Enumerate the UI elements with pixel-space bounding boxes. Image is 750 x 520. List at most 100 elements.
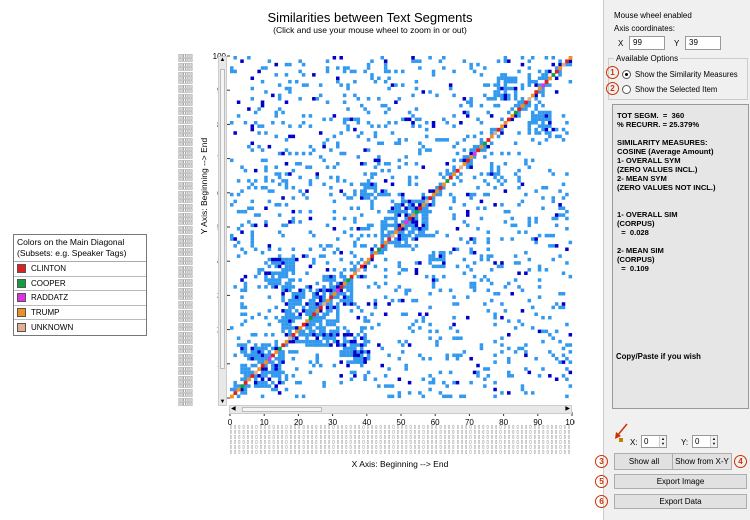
matrix-cell bbox=[353, 343, 357, 347]
matrix-cell bbox=[322, 144, 326, 149]
matrix-cell bbox=[366, 192, 371, 197]
matrix-cell bbox=[554, 356, 559, 361]
segment-label: ▯▯▯▯▯▯ bbox=[464, 424, 469, 454]
matrix-cell bbox=[329, 185, 333, 190]
matrix-cell bbox=[414, 216, 419, 221]
matrix-cell bbox=[496, 79, 501, 84]
matrix-cell bbox=[312, 257, 316, 262]
segment-label: ▯▯▯▯▯▯▯▯ bbox=[178, 198, 193, 204]
horizontal-scroll-thumb[interactable] bbox=[242, 407, 322, 412]
y-coord-field[interactable]: 39 bbox=[685, 36, 721, 50]
matrix-cell bbox=[568, 360, 573, 364]
diagonal-cell bbox=[500, 124, 504, 129]
matrix-cell bbox=[257, 360, 261, 364]
matrix-cell bbox=[312, 148, 316, 152]
scroll-right-icon[interactable]: ▶ bbox=[565, 406, 570, 412]
matrix-cell bbox=[397, 165, 402, 169]
matrix-cell bbox=[503, 179, 508, 183]
segment-label: ▯▯▯▯▯▯ bbox=[306, 424, 311, 454]
segment-label: ▯▯▯▯▯▯ bbox=[498, 424, 503, 454]
matrix-cell bbox=[421, 233, 426, 238]
segment-label: ▯▯▯▯▯▯ bbox=[520, 424, 525, 454]
segment-label: ▯▯▯▯▯▯ bbox=[515, 424, 521, 454]
show-all-button[interactable]: Show all bbox=[614, 453, 674, 470]
matrix-cell bbox=[243, 377, 248, 381]
legend-label: UNKNOWN bbox=[31, 322, 74, 332]
matrix-cell bbox=[428, 387, 432, 392]
matrix-cell bbox=[353, 336, 357, 340]
matrix-cell bbox=[397, 237, 402, 241]
matrix-cell bbox=[387, 233, 391, 238]
matrix-cell bbox=[346, 127, 350, 132]
matrix-cell bbox=[424, 213, 429, 217]
matrix-cell bbox=[411, 247, 415, 252]
matrix-cell bbox=[253, 356, 258, 361]
diagonal-cell bbox=[544, 79, 549, 84]
segment-label: ▯▯▯▯▯▯▯▯ bbox=[178, 233, 193, 239]
matrix-cell bbox=[322, 182, 326, 187]
matrix-cell bbox=[315, 360, 320, 364]
x-axis-label: X Axis: Beginning --> End bbox=[351, 459, 449, 469]
scroll-down-icon[interactable]: ▼ bbox=[219, 399, 226, 405]
export-data-button[interactable]: Export Data bbox=[614, 494, 747, 509]
matrix-cell bbox=[359, 353, 364, 358]
matrix-cell bbox=[558, 59, 562, 63]
matrix-cell bbox=[281, 329, 285, 334]
matrix-cell bbox=[308, 144, 313, 149]
matrix-cell bbox=[294, 336, 299, 340]
spinner-arrows-icon[interactable]: ▲ ▼ bbox=[659, 436, 666, 447]
diagonal-cell bbox=[291, 333, 296, 337]
segment-label: ▯▯▯▯▯▯▯▯ bbox=[178, 379, 193, 385]
radio-checked-icon[interactable] bbox=[622, 70, 631, 79]
spin-y-field[interactable]: 0 ▲ ▼ bbox=[692, 435, 718, 448]
horizontal-scrollbar[interactable]: ◀ ▶ bbox=[229, 405, 572, 414]
matrix-cell bbox=[476, 370, 480, 375]
matrix-cell bbox=[271, 257, 275, 262]
matrix-cell bbox=[284, 100, 289, 104]
scroll-up-icon[interactable]: ▲ bbox=[219, 57, 226, 63]
matrix-cell bbox=[496, 291, 501, 296]
matrix-cell bbox=[312, 233, 316, 238]
matrix-cell bbox=[243, 312, 248, 317]
similarity-matrix[interactable]: 0102030405060708090100010203040506070809… bbox=[195, 48, 575, 428]
matrix-cell bbox=[500, 131, 504, 135]
options-panel: Mouse wheel enabled Axis coordinates: X … bbox=[595, 0, 750, 520]
option-selected-item[interactable]: Show the Selected Item bbox=[622, 85, 717, 94]
matrix-cell bbox=[277, 374, 282, 378]
matrix-cell bbox=[493, 83, 497, 87]
matrix-cell bbox=[510, 216, 514, 221]
segment-label: ▯▯▯▯▯▯▯▯ bbox=[178, 202, 193, 208]
matrix-cell bbox=[370, 76, 374, 81]
segment-label: ▯▯▯▯▯▯ bbox=[528, 424, 533, 454]
vertical-scrollbar[interactable]: ▲ ▼ bbox=[218, 56, 227, 406]
vertical-scroll-thumb[interactable] bbox=[220, 69, 225, 369]
matrix-cell bbox=[240, 230, 244, 234]
matrix-cell bbox=[465, 240, 470, 245]
scroll-left-icon[interactable]: ◀ bbox=[231, 406, 236, 412]
segment-label: ▯▯▯▯▯▯▯▯ bbox=[178, 154, 193, 160]
matrix-cell bbox=[288, 309, 292, 313]
spin-x-field[interactable]: 0 ▲ ▼ bbox=[641, 435, 667, 448]
matrix-cell bbox=[271, 274, 275, 279]
radio-unchecked-icon[interactable] bbox=[622, 85, 631, 94]
matrix-cell bbox=[353, 127, 357, 132]
similarity-stats-text[interactable]: TOT SEGM. = 360 % RECURR. = 25.379% SIMI… bbox=[612, 104, 749, 409]
option-similarity-measures[interactable]: Show the Similarity Measures bbox=[622, 70, 738, 79]
matrix-cell bbox=[431, 380, 436, 385]
matrix-cell bbox=[561, 196, 566, 200]
matrix-cell bbox=[267, 322, 272, 327]
matrix-cell bbox=[260, 158, 265, 163]
matrix-cell bbox=[401, 312, 405, 317]
matrix-cell bbox=[230, 233, 234, 238]
matrix-cell bbox=[418, 233, 422, 238]
matrix-cell bbox=[517, 285, 521, 289]
matrix-cell bbox=[496, 168, 501, 173]
matrix-cell bbox=[565, 261, 569, 265]
x-coord-field[interactable]: 99 bbox=[629, 36, 665, 50]
show-from-xy-button[interactable]: Show from X-Y bbox=[672, 453, 732, 470]
matrix-cell bbox=[397, 240, 402, 245]
segment-label: ▯▯▯▯▯▯ bbox=[391, 424, 396, 454]
spinner-arrows-icon[interactable]: ▲ ▼ bbox=[710, 436, 717, 447]
matrix-cell bbox=[479, 73, 484, 77]
export-image-button[interactable]: Export Image bbox=[614, 474, 747, 489]
